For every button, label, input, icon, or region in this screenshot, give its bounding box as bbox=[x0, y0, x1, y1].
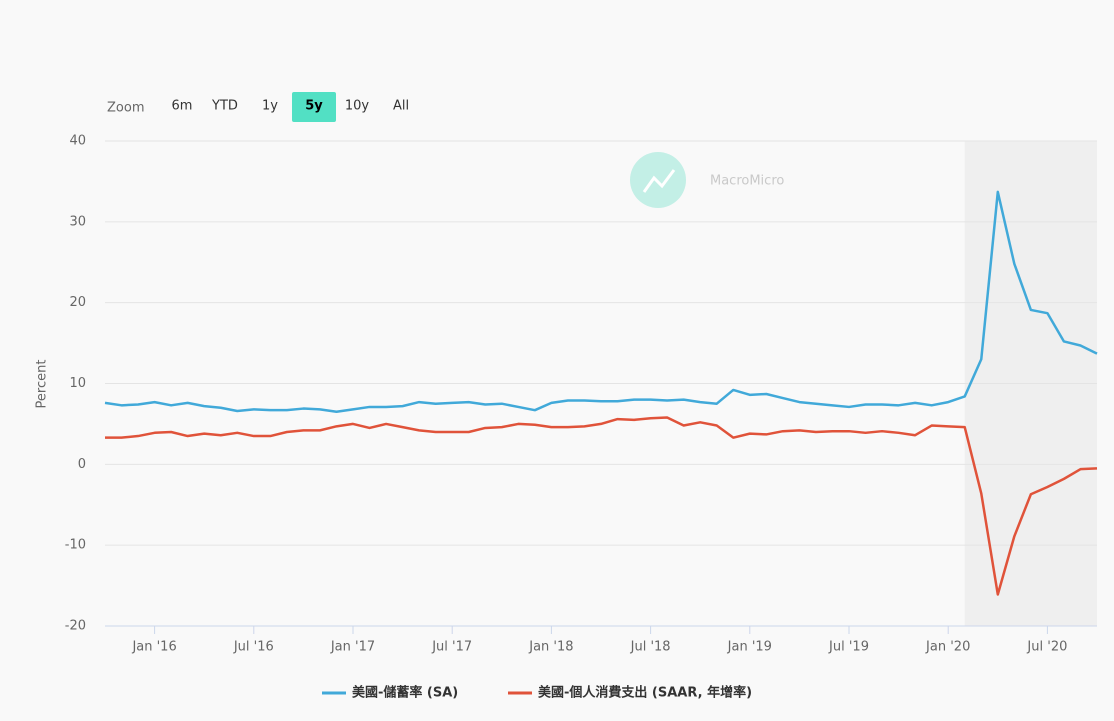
y-tick-label: 40 bbox=[69, 134, 86, 149]
zoom-button[interactable]: 6m bbox=[172, 99, 193, 114]
y-tick-label: 10 bbox=[69, 376, 86, 391]
zoom-button-label: All bbox=[393, 99, 409, 114]
zoom-button-label: 10y bbox=[345, 99, 370, 114]
watermark: MacroMicro bbox=[630, 152, 784, 208]
zoom-button[interactable]: 5y bbox=[292, 92, 336, 122]
zoom-button[interactable]: YTD bbox=[211, 99, 238, 114]
x-tick-label: Jan '19 bbox=[727, 640, 772, 655]
y-tick-label: -20 bbox=[65, 619, 86, 634]
legend-label: 美國-儲蓄率 (SA) bbox=[352, 685, 458, 701]
y-tick-label: -10 bbox=[65, 538, 86, 553]
x-tick-label: Jul '20 bbox=[1026, 640, 1067, 655]
legend-item[interactable]: 美國-儲蓄率 (SA) bbox=[322, 685, 458, 701]
x-tick-label: Jul '17 bbox=[431, 640, 472, 655]
x-tick-label: Jan '17 bbox=[330, 640, 375, 655]
zoom-button[interactable]: 10y bbox=[345, 99, 370, 114]
legend-label: 美國-個人消費支出 (SAAR, 年增率) bbox=[538, 685, 752, 701]
series-line bbox=[105, 416, 1098, 596]
y-tick-label: 30 bbox=[69, 214, 86, 229]
y-tick-label: 0 bbox=[78, 457, 86, 472]
x-tick-label: Jul '18 bbox=[630, 640, 671, 655]
series-line bbox=[104, 190, 1098, 414]
x-tick-label: Jan '18 bbox=[528, 640, 573, 655]
zoom-button[interactable]: 1y bbox=[262, 99, 278, 114]
x-tick-label: Jul '16 bbox=[233, 640, 274, 655]
watermark-text: MacroMicro bbox=[710, 174, 784, 189]
zoom-label: Zoom bbox=[107, 101, 144, 116]
zoom-button-label: 1y bbox=[262, 99, 278, 114]
x-tick-label: Jan '20 bbox=[925, 640, 970, 655]
watermark-icon bbox=[642, 169, 676, 193]
y-axis-label: Percent bbox=[35, 360, 50, 409]
x-tick-label: Jul '19 bbox=[828, 640, 869, 655]
zoom-button[interactable]: All bbox=[393, 99, 409, 114]
zoom-button-bg bbox=[292, 92, 336, 122]
x-tick-label: Jan '16 bbox=[131, 640, 176, 655]
zoom-button-label: 5y bbox=[305, 99, 323, 114]
zoom-button-label: 6m bbox=[172, 99, 193, 114]
legend-item[interactable]: 美國-個人消費支出 (SAAR, 年增率) bbox=[508, 685, 752, 701]
y-tick-label: 20 bbox=[69, 295, 86, 310]
zoom-button-label: YTD bbox=[211, 99, 238, 114]
